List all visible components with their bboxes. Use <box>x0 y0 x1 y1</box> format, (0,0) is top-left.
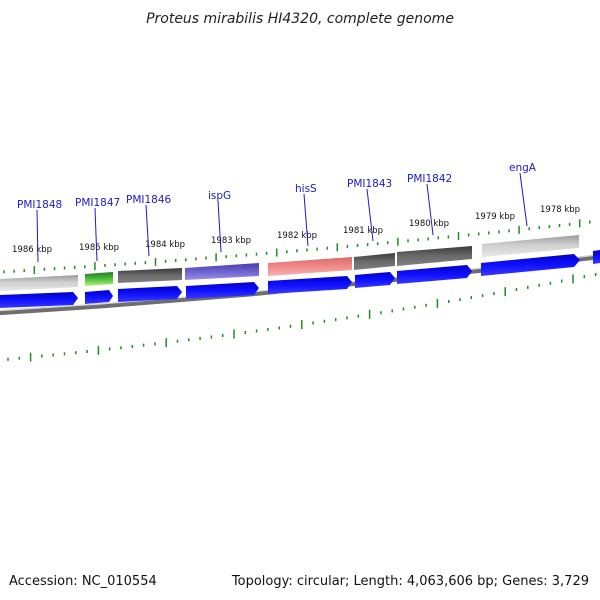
feature-hisS[interactable] <box>268 257 352 276</box>
gene-label-PMI1843[interactable]: PMI1843 <box>347 178 392 190</box>
feature-PMI1842[interactable] <box>397 246 472 266</box>
scale-label: 1978 kbp <box>540 205 580 215</box>
leader-PMI1843 <box>366 188 374 242</box>
scale-label: 1983 kbp <box>211 236 251 246</box>
scale-label: 1980 kbp <box>409 219 449 229</box>
gene-label-hisS[interactable]: hisS <box>295 183 317 195</box>
feature-PMI1848[interactable] <box>0 275 78 291</box>
scale-label: 1982 kbp <box>277 231 317 241</box>
inner-scale-ticks <box>7 273 597 362</box>
leader-engA <box>519 172 528 227</box>
scale-label: 1985 kbp <box>79 243 119 253</box>
gene-label-PMI1842[interactable]: PMI1842 <box>407 173 452 185</box>
gene-label-PMI1847[interactable]: PMI1847 <box>75 197 120 209</box>
cds-arrow[interactable] <box>186 282 259 299</box>
cds-arrow[interactable] <box>85 290 113 304</box>
cds-track <box>0 250 600 308</box>
gene-label-leaders <box>36 172 528 263</box>
feature-ispG[interactable] <box>185 263 259 280</box>
cds-arrow-partial[interactable] <box>593 250 600 264</box>
scale-labels: 1986 kbp 1985 kbp 1984 kbp 1983 kbp 1982 kbp… <box>12 205 580 255</box>
leader-hisS <box>303 193 309 247</box>
gene-label-ispG[interactable]: ispG <box>208 190 231 202</box>
scale-label: 1984 kbp <box>145 240 185 250</box>
scale-label: 1981 kbp <box>343 226 383 236</box>
cds-arrow[interactable] <box>355 272 395 288</box>
gene-label-PMI1846[interactable]: PMI1846 <box>126 194 172 206</box>
leader-PMI1846 <box>145 204 150 257</box>
cds-arrow[interactable] <box>268 276 352 294</box>
leader-PMI1848 <box>36 209 39 263</box>
cds-arrow[interactable] <box>397 265 472 284</box>
feature-PMI1847[interactable] <box>85 272 113 286</box>
scale-label: 1986 kbp <box>12 245 52 255</box>
feature-PMI1843[interactable] <box>354 253 395 270</box>
accession-text: Accession: NC_010554 <box>9 574 157 589</box>
leader-PMI1847 <box>94 207 98 262</box>
outer-scale-ticks <box>3 219 591 274</box>
scale-label: 1979 kbp <box>475 212 515 222</box>
cds-arrow[interactable] <box>0 292 78 308</box>
leader-PMI1842 <box>426 183 434 236</box>
feature-engA[interactable] <box>482 235 579 257</box>
leader-ispG <box>217 200 222 253</box>
cds-arrow[interactable] <box>118 286 182 302</box>
gene-label-engA[interactable]: engA <box>509 162 537 174</box>
gene-labels: PMI1848 PMI1847 PMI1846 ispG hisS PMI184… <box>17 162 537 211</box>
gene-label-PMI1848[interactable]: PMI1848 <box>17 199 62 211</box>
map-title: Proteus mirabilis HI4320, complete genom… <box>146 11 454 27</box>
feature-track <box>0 235 579 291</box>
genome-summary-text: Topology: circular; Length: 4,063,606 bp… <box>231 574 589 589</box>
cds-arrow[interactable] <box>481 254 580 276</box>
feature-PMI1846[interactable] <box>118 268 182 283</box>
